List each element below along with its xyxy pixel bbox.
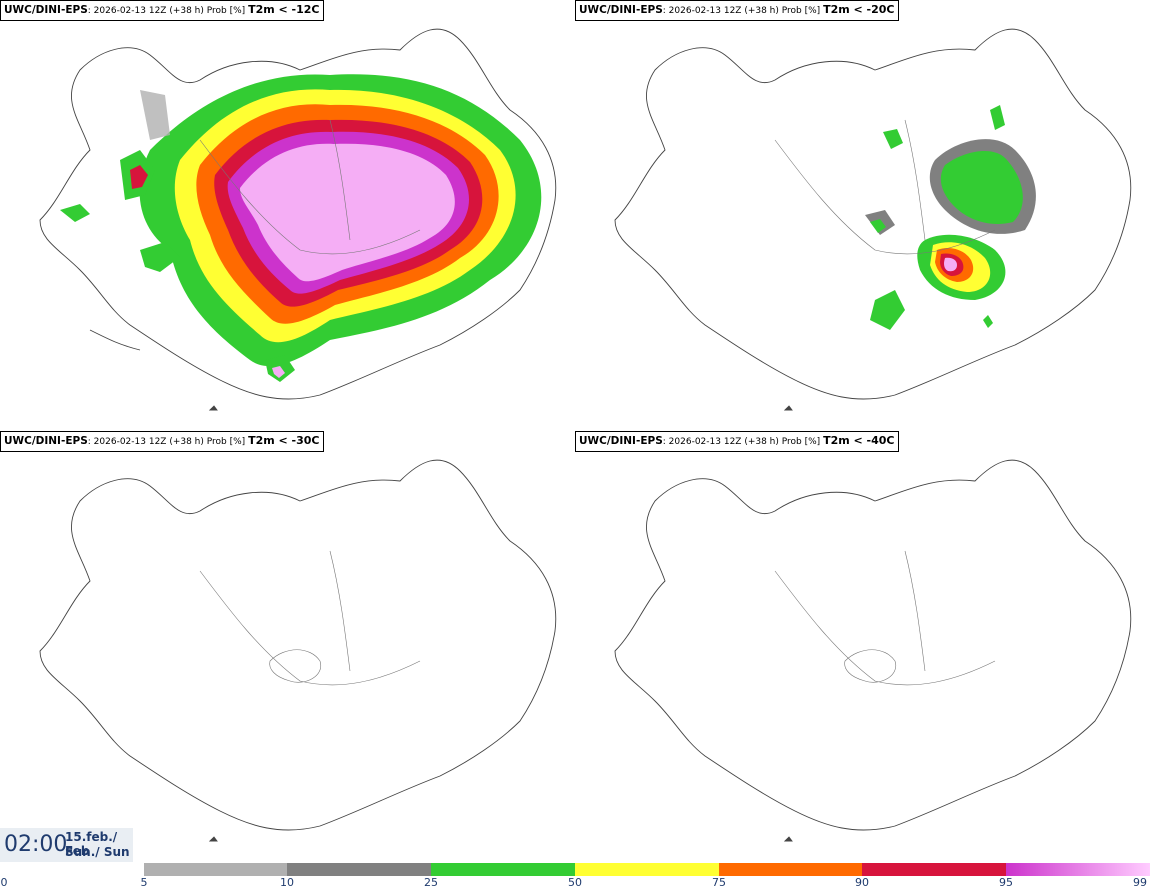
- threshold-label: T2m < -20C: [823, 3, 895, 16]
- run-info: 2026-02-13 12Z (+38 h) Prob [%]: [668, 6, 821, 16]
- colorbar-bin-90-95: [862, 863, 1006, 876]
- run-info: 2026-02-13 12Z (+38 h) Prob [%]: [93, 6, 246, 16]
- colorbar-tick: 90: [855, 876, 869, 889]
- colorbar-tick: 99: [1133, 876, 1147, 889]
- colorbar-tick: 10: [280, 876, 294, 889]
- run-info: 2026-02-13 12Z (+38 h) Prob [%]: [668, 437, 821, 447]
- probability-field-12: [60, 74, 542, 382]
- valid-time: 02:00: [4, 832, 68, 857]
- coastline-30: [39, 459, 557, 842]
- iceland-map-20: [614, 28, 1132, 411]
- threshold-label: T2m < -12C: [248, 3, 320, 16]
- colorbar-bin-10-25: [287, 863, 431, 876]
- model-name: UWC/DINI-EPS: [579, 435, 663, 447]
- map-panel-t2m-30: UWC/DINI-EPS: 2026-02-13 12Z (+38 h) Pro…: [0, 431, 575, 861]
- colorbar-bin-75-90: [719, 863, 862, 876]
- colorbar-tick: 75: [712, 876, 726, 889]
- iceland-map-12: [39, 28, 557, 411]
- colorbar-tick: 25: [424, 876, 438, 889]
- map-panel-t2m-20: UWC/DINI-EPS: 2026-02-13 12Z (+38 h) Pro…: [575, 0, 1150, 430]
- run-info: 2026-02-13 12Z (+38 h) Prob [%]: [93, 437, 246, 447]
- valid-date: 15.feb./ Feb: [65, 830, 118, 858]
- coastline-40: [614, 459, 1132, 842]
- map-panel-t2m-40: UWC/DINI-EPS: 2026-02-13 12Z (+38 h) Pro…: [575, 431, 1150, 861]
- colorbar-tick: 50: [568, 876, 582, 889]
- model-name: UWC/DINI-EPS: [4, 4, 88, 16]
- iceland-map-30: [39, 459, 557, 842]
- model-name: UWC/DINI-EPS: [4, 435, 88, 447]
- colorbar-bin-50-75: [575, 863, 719, 876]
- coastline-20: [614, 28, 1132, 411]
- colorbar-tick: 5: [140, 876, 148, 889]
- colorbar-bin-25-50: [431, 863, 575, 876]
- map-panel-t2m-12: UWC/DINI-EPS: 2026-02-13 12Z (+38 h) Pro…: [0, 0, 575, 430]
- coastline-12: [39, 28, 557, 411]
- panel-title-40: UWC/DINI-EPS: 2026-02-13 12Z (+38 h) Pro…: [575, 431, 899, 452]
- colorbar-bin-95-99: [1006, 863, 1150, 876]
- valid-time-box: 02:00 15.feb./ Feb Sun./ Sun: [0, 828, 133, 862]
- model-name: UWC/DINI-EPS: [579, 4, 663, 16]
- colorbar-tick: 95: [999, 876, 1013, 889]
- valid-day: Sun./ Sun: [65, 845, 130, 859]
- threshold-label: T2m < -30C: [248, 434, 320, 447]
- panel-title-30: UWC/DINI-EPS: 2026-02-13 12Z (+38 h) Pro…: [0, 431, 324, 452]
- colorbar-bin-5-10: [144, 863, 287, 876]
- colorbar-tick: 0: [0, 876, 8, 889]
- panel-title-12: UWC/DINI-EPS: 2026-02-13 12Z (+38 h) Pro…: [0, 0, 324, 21]
- probability-colorbar: 0 5 10 25 50 75 90 95 99: [0, 862, 1150, 891]
- probability-field-20: [865, 105, 1036, 330]
- iceland-map-40: [614, 459, 1132, 842]
- panel-title-20: UWC/DINI-EPS: 2026-02-13 12Z (+38 h) Pro…: [575, 0, 899, 21]
- threshold-label: T2m < -40C: [823, 434, 895, 447]
